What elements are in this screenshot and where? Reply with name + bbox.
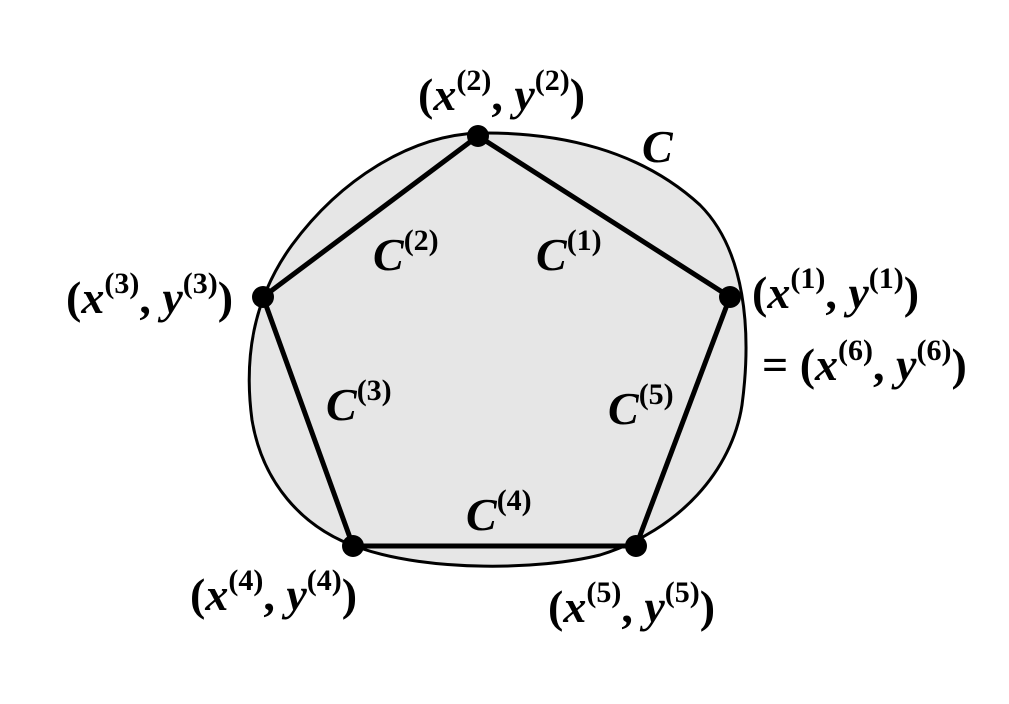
edge-c1 — [476, 133, 732, 300]
arc-label-3: C(3) — [326, 374, 392, 430]
vertex-label-6-equality: = (x(6), y(6)) — [762, 334, 967, 390]
vertex-5 — [625, 535, 647, 557]
arc-label-1: C(1) — [536, 224, 602, 280]
vertex-4 — [342, 535, 364, 557]
closed-curve-c — [247, 131, 748, 568]
vertex-label-2: (x(2), y(2)) — [418, 64, 585, 120]
vertex-label-5: (x(5), y(5)) — [548, 576, 715, 632]
vertex-label-1: (x(1), y(1)) — [752, 262, 919, 318]
edge-c5 — [633, 296, 733, 547]
vertex-3 — [252, 286, 274, 308]
vertex-1 — [719, 286, 741, 308]
arc-label-5: C(5) — [608, 378, 674, 434]
vertex-2 — [467, 125, 489, 147]
curve-c-label: C — [642, 121, 674, 172]
vertex-label-3: (x(3), y(3)) — [66, 267, 233, 323]
vertex-label-4: (x(4), y(4)) — [190, 564, 357, 620]
arc-label-4: C(4) — [466, 484, 532, 540]
arc-label-2: C(2) — [373, 224, 439, 280]
edge-c3 — [260, 296, 356, 547]
edge-c2 — [261, 133, 480, 300]
